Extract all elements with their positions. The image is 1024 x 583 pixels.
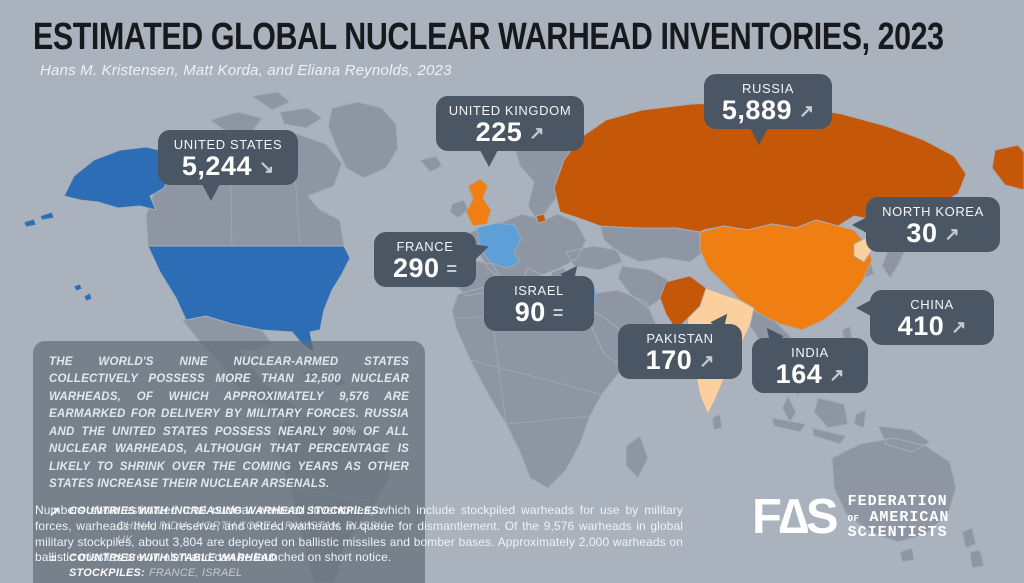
legend-label: COUNTRIES WITH STABLE WARHEAD STOCKPILES… [69, 552, 277, 580]
warhead-count: 170 [645, 345, 693, 375]
country-label: ISRAEL [514, 283, 564, 298]
legend-increasing: ↗ COUNTRIES WITH INCREASING WARHEAD STOC… [49, 504, 409, 549]
country-label: INDIA [791, 345, 829, 360]
callout-pakistan: PAKISTAN 170 ↗ [618, 308, 742, 379]
warhead-count: 225 [475, 117, 523, 147]
fas-logo-mark: F∆S [752, 490, 839, 544]
trend-legend: ↗ COUNTRIES WITH INCREASING WARHEAD STOC… [49, 504, 409, 583]
callout-pointer [480, 150, 498, 167]
warhead-count: 30 [906, 218, 938, 248]
page-title: ESTIMATED GLOBAL NUCLEAR WARHEAD INVENTO… [33, 16, 944, 58]
fas-logo: F∆S FEDERATION OF AMERICAN SCIENTISTS [752, 490, 950, 544]
country-label: RUSSIA [741, 81, 794, 96]
warhead-count: 290 [392, 253, 440, 283]
country-label: CHINA [910, 297, 954, 312]
trend-increasing-icon: ↗ [798, 100, 815, 121]
trend-decreasing-icon: ↘ [258, 156, 275, 177]
country-united-kingdom [465, 178, 492, 227]
callout-united-states: UNITED STATES 5,244 ↘ [158, 130, 298, 201]
country-label: FRANCE [396, 239, 454, 254]
fas-name-line2: OF AMERICAN [847, 508, 950, 526]
fas-logo-name: FEDERATION OF AMERICAN SCIENTISTS [848, 494, 950, 540]
increasing-arrow-icon: ↗ [49, 503, 60, 519]
warhead-count: 90 [514, 297, 546, 327]
methodology-note: Numbers show estimated total nuclear war… [35, 503, 683, 565]
legend-countries: FRANCE, ISRAEL [148, 567, 243, 580]
legend-countries: CHINA, INDIA, NORTH KOREA, PAKISTAN, RUS… [117, 519, 392, 547]
warhead-count: 5,244 [181, 151, 252, 181]
trend-stable-icon: = [552, 302, 564, 323]
warhead-count: 5,889 [721, 95, 792, 125]
trend-increasing-icon: ↗ [944, 223, 960, 244]
country-france [476, 222, 522, 269]
summary-panel: THE WORLD'S NINE NUCLEAR-ARMED STATES CO… [33, 341, 425, 583]
callout-india: INDIA 164 ↗ [752, 322, 868, 393]
country-label: PAKISTAN [646, 331, 714, 346]
callout-pointer [750, 128, 768, 145]
authors-subtitle: Hans M. Kristensen, Matt Korda, and Elia… [40, 62, 452, 79]
legend-label: COUNTRIES WITH INCREASING WARHEAD STOCKP… [69, 504, 383, 517]
trend-increasing-icon: ↗ [951, 316, 967, 337]
trend-stable-icon: = [446, 258, 458, 279]
stable-equals-icon: = [49, 551, 57, 567]
fas-name-line3: SCIENTISTS [847, 523, 948, 541]
country-label: NORTH KOREA [882, 204, 984, 219]
callout-russia: RUSSIA 5,889 ↗ [704, 74, 832, 145]
warhead-count: 164 [775, 359, 823, 389]
trend-increasing-icon: ↗ [699, 350, 715, 371]
callout-france: FRANCE 290 = [374, 232, 492, 287]
country-label: UNITED STATES [173, 137, 283, 152]
trend-increasing-icon: ↗ [829, 364, 845, 385]
callout-united-kingdom: UNITED KINGDOM 225 ↗ [436, 96, 584, 167]
legend-stable: = COUNTRIES WITH STABLE WARHEAD STOCKPIL… [49, 551, 409, 581]
callout-pointer [856, 300, 871, 316]
callout-pointer [852, 217, 867, 233]
fas-name-line1: FEDERATION [847, 493, 948, 511]
summary-paragraph: THE WORLD'S NINE NUCLEAR-ARMED STATES CO… [49, 356, 409, 491]
country-label: UNITED KINGDOM [448, 103, 572, 118]
callout-china: CHINA 410 ↗ [856, 290, 994, 345]
callout-north-korea: NORTH KOREA 30 ↗ [852, 197, 1000, 252]
fas-name-of: OF [847, 513, 860, 524]
trend-increasing-icon: ↗ [529, 122, 545, 143]
callout-israel: ISRAEL 90 = [484, 260, 594, 331]
warhead-count: 410 [897, 311, 945, 341]
callout-pointer [202, 184, 220, 201]
